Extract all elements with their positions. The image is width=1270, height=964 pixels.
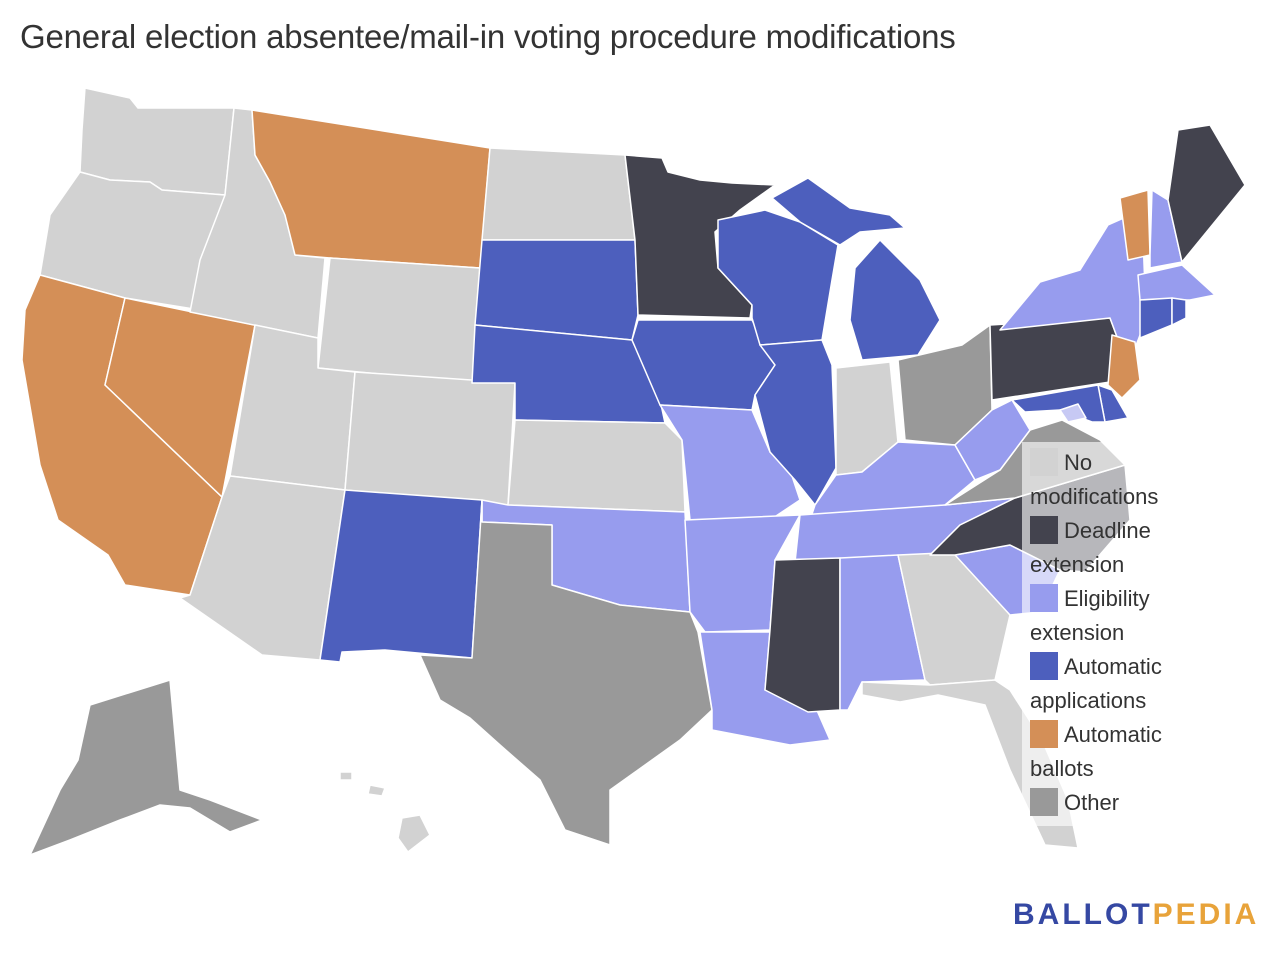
state-MI bbox=[849, 239, 941, 361]
legend-label: Other bbox=[1064, 790, 1120, 815]
state-MA bbox=[1137, 264, 1216, 301]
legend-swatch-no-modifications bbox=[1030, 448, 1058, 476]
legend-swatch-deadline-extension bbox=[1030, 516, 1058, 544]
state-SD bbox=[474, 239, 639, 341]
state-WV bbox=[954, 399, 1031, 481]
state-MS bbox=[764, 557, 841, 713]
legend-swatch-other bbox=[1030, 788, 1058, 816]
legend-item-automatic-ballots: Automatic ballots bbox=[1030, 718, 1210, 786]
state-MI-UP bbox=[771, 177, 906, 246]
state-RI bbox=[1171, 297, 1187, 326]
legend-label: Automatic applications bbox=[1030, 654, 1162, 713]
legend-item-no-modifications: No modifications bbox=[1030, 446, 1210, 514]
legend-item-other: Other bbox=[1030, 786, 1210, 820]
legend-item-deadline-extension: Deadline extension bbox=[1030, 514, 1210, 582]
logo-part-ballot: BALLOT bbox=[1013, 898, 1153, 931]
legend-swatch-eligibility-extension bbox=[1030, 584, 1058, 612]
state-NJ bbox=[1107, 334, 1141, 399]
state-TX bbox=[419, 499, 713, 846]
state-CT bbox=[1139, 297, 1173, 339]
map-title: General election absentee/mail-in voting… bbox=[20, 18, 956, 55]
state-IL bbox=[754, 339, 837, 506]
state-AK bbox=[29, 679, 263, 856]
state-HI bbox=[339, 771, 431, 853]
legend-swatch-automatic-applications bbox=[1030, 652, 1058, 680]
state-MO bbox=[659, 404, 801, 521]
legend-item-eligibility-extension: Eligibility extension bbox=[1030, 582, 1210, 650]
state-KS bbox=[507, 419, 686, 513]
state-NH bbox=[1149, 189, 1183, 269]
state-DC bbox=[1059, 403, 1087, 423]
logo-part-pedia: PEDIA bbox=[1152, 898, 1260, 931]
state-WY bbox=[317, 257, 481, 384]
legend-label: Deadline extension bbox=[1030, 518, 1151, 577]
legend-label: Automatic ballots bbox=[1030, 722, 1162, 781]
legend: No modifications Deadline extension Elig… bbox=[1022, 442, 1216, 826]
legend-label: Eligibility extension bbox=[1030, 586, 1150, 645]
state-CO bbox=[344, 371, 516, 506]
legend-label: No modifications bbox=[1030, 450, 1159, 509]
legend-item-automatic-applications: Automatic applications bbox=[1030, 650, 1210, 718]
ballotpedia-logo: BALLOTPEDIA bbox=[1013, 898, 1259, 932]
state-ND bbox=[481, 147, 636, 241]
state-ME bbox=[1167, 124, 1246, 263]
state-NM bbox=[319, 489, 483, 663]
legend-swatch-automatic-ballots bbox=[1030, 720, 1058, 748]
